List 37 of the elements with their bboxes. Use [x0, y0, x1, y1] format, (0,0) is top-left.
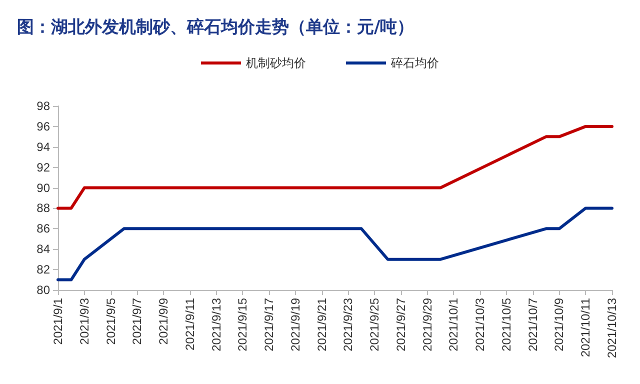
x-tick-label: 2021/9/29 — [420, 298, 434, 352]
x-tick-label: 2021/9/23 — [341, 298, 356, 352]
line-series — [56, 206, 614, 282]
legend-label: 碎石均价 — [390, 56, 439, 70]
x-tick-label: 2021/9/5 — [104, 298, 118, 345]
chart-title: 图：湖北外发机制砂、碎石均价走势（单位：元/吨） — [17, 18, 414, 38]
y-tick-label: 90 — [36, 180, 50, 195]
x-tick-label: 2021/9/27 — [394, 298, 408, 352]
x-tick-label: 2021/10/7 — [526, 298, 540, 352]
x-tick-label: 2021/10/3 — [473, 298, 488, 352]
line-series — [56, 124, 614, 210]
x-tick-label: 2021/9/15 — [236, 298, 250, 352]
x-tick-label: 2021/9/13 — [209, 298, 224, 352]
x-tick-label: 2021/10/1 — [446, 298, 461, 352]
x-tick-label: 2021/9/7 — [130, 298, 144, 345]
x-tick-label: 2021/9/1 — [51, 298, 65, 345]
y-tick-label: 98 — [36, 99, 50, 113]
x-tick-label: 2021/10/13 — [605, 298, 619, 358]
y-tick-label: 86 — [36, 222, 50, 236]
x-tick-label: 2021/9/9 — [156, 298, 171, 345]
y-tick-label: 80 — [36, 283, 50, 297]
legend-label: 机制砂均价 — [246, 56, 306, 70]
x-tick-label: 2021/9/11 — [182, 298, 197, 350]
x-tick-label: 2021/10/9 — [552, 298, 566, 352]
x-tick-label: 2021/10/11 — [578, 298, 593, 358]
x-tick-label: 2021/9/25 — [368, 298, 382, 352]
x-tick-label: 2021/10/5 — [499, 298, 514, 352]
y-tick-label: 82 — [36, 262, 50, 277]
y-tick-label: 94 — [36, 140, 50, 154]
y-tick-label: 92 — [36, 160, 50, 174]
x-tick-label: 2021/9/3 — [77, 298, 92, 345]
y-tick-label: 84 — [36, 242, 50, 256]
y-tick-label: 96 — [36, 119, 50, 134]
y-tick-label: 88 — [36, 201, 50, 216]
x-tick-label: 2021/9/21 — [314, 298, 329, 352]
x-tick-label: 2021/9/19 — [288, 298, 302, 352]
x-tick-label: 2021/9/17 — [262, 298, 276, 352]
